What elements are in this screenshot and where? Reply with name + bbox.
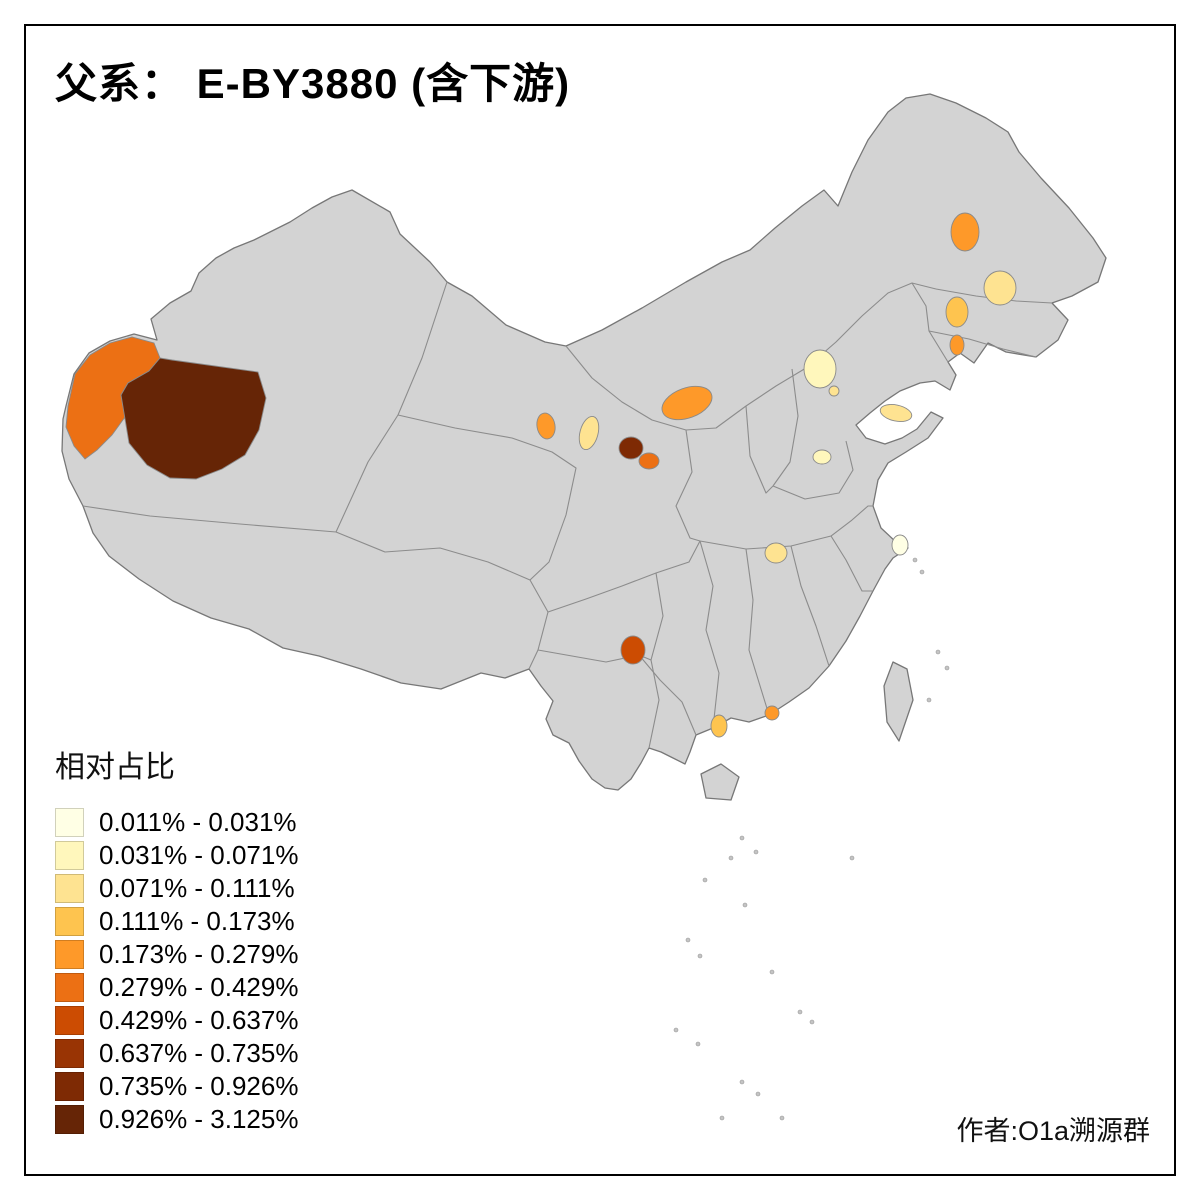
legend-label: 0.279% - 0.429% [99, 972, 299, 1002]
map-region [949, 334, 965, 356]
attribution-text: 作者:O1a溯源群 [956, 1116, 1150, 1146]
map-region [638, 452, 660, 470]
legend-swatch [55, 841, 84, 870]
legend-swatch [55, 973, 84, 1002]
legend-item: 0.429% - 0.637% [55, 1004, 298, 1037]
province-borders [82, 281, 1053, 749]
legend-swatch [55, 808, 84, 837]
map-region [620, 635, 646, 665]
map-region [710, 714, 728, 738]
legend: 相对占比 0.011% - 0.031% 0.031% - 0.071% 0.071… [55, 742, 298, 1136]
map-region [950, 212, 980, 252]
sea-islets [673, 557, 950, 1121]
map-region [536, 412, 556, 440]
page-title: 父系： E-BY3880 (含下游) [55, 60, 571, 107]
map-region [803, 349, 837, 389]
legend-title: 相对占比 [55, 751, 175, 784]
legend-swatch [55, 907, 84, 936]
legend-label: 0.071% - 0.111% [99, 873, 295, 903]
legend-items: 0.011% - 0.031% 0.031% - 0.071% 0.071% - 0… [55, 806, 298, 1136]
map-region [578, 415, 600, 451]
legend-item: 0.735% - 0.926% [55, 1070, 298, 1103]
legend-label: 0.926% - 3.125% [99, 1104, 299, 1134]
legend-swatch [55, 1039, 84, 1068]
map-region [618, 436, 644, 460]
legend-label: 0.637% - 0.735% [99, 1038, 299, 1068]
legend-label: 0.111% - 0.173% [99, 906, 295, 936]
legend-label: 0.011% - 0.031% [99, 807, 297, 837]
legend-item: 0.031% - 0.071% [55, 839, 298, 872]
map-region [120, 357, 267, 480]
legend-item: 0.173% - 0.279% [55, 938, 298, 971]
legend-item: 0.071% - 0.111% [55, 872, 298, 905]
legend-label: 0.735% - 0.926% [99, 1071, 299, 1101]
highlighted-regions [65, 212, 1017, 738]
legend-swatch [55, 1072, 84, 1101]
map-region [891, 534, 909, 556]
legend-item: 0.279% - 0.429% [55, 971, 298, 1004]
legend-swatch [55, 940, 84, 969]
map-region [879, 404, 913, 422]
legend-swatch [55, 874, 84, 903]
legend-swatch [55, 1105, 84, 1134]
legend-label: 0.173% - 0.279% [99, 939, 299, 969]
legend-label: 0.429% - 0.637% [99, 1005, 299, 1035]
legend-item: 0.637% - 0.735% [55, 1037, 298, 1070]
map-region [661, 385, 713, 421]
map-region [812, 449, 832, 465]
map-region [764, 705, 780, 721]
legend-label: 0.031% - 0.071% [99, 840, 299, 870]
legend-item: 0.926% - 3.125% [55, 1103, 298, 1136]
map-region [945, 296, 969, 328]
map-region [983, 270, 1017, 306]
taiwan-island-shape [883, 661, 914, 742]
hainan-island-shape [700, 763, 740, 801]
legend-item: 0.011% - 0.031% [55, 806, 298, 839]
legend-swatch [55, 1006, 84, 1035]
map-region [828, 385, 840, 397]
legend-item: 0.111% - 0.173% [55, 905, 298, 938]
map-region [764, 542, 788, 564]
